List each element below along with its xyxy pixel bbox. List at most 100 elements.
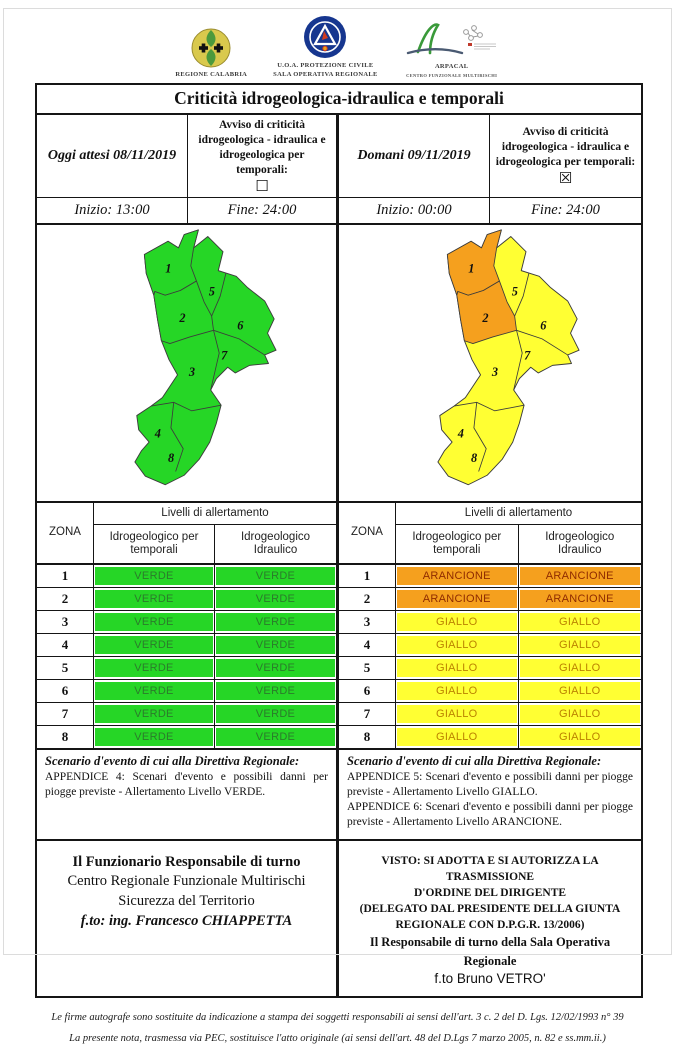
level-cell-idraulico: ARANCIONE	[519, 565, 642, 587]
avviso-row: Oggi attesi 08/11/2019 Avviso di critici…	[37, 115, 641, 198]
level-badge: GIALLO	[397, 681, 517, 700]
scenario-heading: Scenario d'evento di cui alla Direttiva …	[45, 753, 300, 768]
level-cell-temporali: ARANCIONE	[396, 564, 519, 587]
level-cell-temporali: GIALLO	[396, 610, 519, 633]
level-cell-temporali: GIALLO	[396, 725, 519, 748]
table-row: 8 VERDE VERDE	[37, 725, 336, 748]
today-fine: Fine: 24:00	[188, 197, 339, 223]
today-avviso-checkbox[interactable]: ☐	[255, 176, 269, 195]
level-cell-temporali: ARANCIONE	[396, 587, 519, 610]
signature-name: f.to: ing. Francesco CHIAPPETTA	[80, 913, 293, 930]
level-badge: VERDE	[95, 681, 213, 700]
table-row: 1 VERDE VERDE	[37, 564, 336, 588]
scenario-text: APPENDICE 6: Scenari d'evento e possibil…	[347, 800, 633, 828]
level-cell-idraulico: GIALLO	[519, 611, 642, 633]
level-cell-idraulico: VERDE	[215, 680, 336, 702]
level-badge: VERDE	[216, 589, 335, 608]
level-cell-idraulico: GIALLO	[519, 726, 642, 748]
visto-text: D'ORDINE DEL DIRIGENTE	[413, 886, 567, 899]
level-cell-idraulico: ARANCIONE	[519, 588, 642, 610]
level-badge: GIALLO	[519, 704, 640, 723]
svg-text:3: 3	[187, 365, 194, 379]
level-cell-temporali: VERDE	[94, 587, 215, 610]
tomorrow-scenario: Scenario d'evento di cui alla Direttiva …	[339, 750, 641, 839]
today-inizio: Inizio: 13:00	[37, 197, 188, 223]
table-row: 3 GIALLO GIALLO	[339, 610, 642, 634]
level-cell-temporali: GIALLO	[396, 702, 519, 725]
level-badge: ARANCIONE	[397, 566, 517, 585]
signature-office: Sicurezza del Territorio	[118, 892, 255, 909]
level-badge: GIALLO	[519, 681, 640, 700]
scenario-heading: Scenario d'evento di cui alla Direttiva …	[347, 753, 602, 768]
livelli-header: Livelli di allertamento	[94, 503, 336, 525]
zone-number-cell: 6	[339, 679, 396, 702]
svg-text:8: 8	[471, 451, 477, 465]
svg-text:7: 7	[221, 348, 228, 362]
table-header: ZONA Livelli di allertamento Idrogeologi…	[339, 502, 641, 565]
legal-footer: Le firme autografe sono sostituite da in…	[0, 1007, 675, 1049]
zone-number-cell: 1	[339, 564, 396, 587]
table-row: 7 VERDE VERDE	[37, 702, 336, 726]
today-date-label: Oggi attesi 08/11/2019	[37, 115, 188, 197]
logo-caption: U.O.A. PROTEZIONE CIVILE SALA OPERATIVA …	[273, 62, 378, 78]
zone-number-cell: 3	[37, 610, 94, 633]
table-row: 7 GIALLO GIALLO	[339, 702, 642, 726]
right-signature-block: VISTO: SI ADOTTA E SI AUTORIZZA LA TRASM…	[339, 841, 641, 997]
level-badge: VERDE	[95, 612, 213, 631]
logo-protezione-civile: U.O.A. PROTEZIONE CIVILE SALA OPERATIVA …	[273, 14, 377, 79]
table-row: 4 GIALLO GIALLO	[339, 633, 642, 657]
level-cell-temporali: GIALLO	[396, 656, 519, 679]
table-body: 1 ARANCIONE ARANCIONE 2 ARANCIONE ARANCI…	[339, 564, 642, 748]
table-row: 1 ARANCIONE ARANCIONE	[339, 564, 642, 588]
level-cell-idraulico: VERDE	[215, 703, 336, 725]
scenario-text: APPENDICE 5: Scenari d'evento e possibil…	[347, 770, 633, 798]
zone-number-cell: 2	[37, 587, 94, 610]
signature-name: f.to Bruno VETRO'	[434, 971, 546, 987]
level-badge: GIALLO	[519, 635, 640, 654]
svg-text:4: 4	[153, 426, 160, 440]
zone-number-cell: 5	[339, 656, 396, 679]
table-row: 6 GIALLO GIALLO	[339, 679, 641, 703]
svg-text:8: 8	[168, 451, 174, 465]
zone-number-cell: 7	[339, 702, 396, 725]
zone-number-cell: 4	[37, 633, 94, 656]
level-cell-temporali: VERDE	[94, 656, 215, 679]
zona-header: ZONA	[339, 502, 396, 563]
visto-text: REGIONALE CON D.P.G.R. 13/2006)	[395, 918, 585, 931]
level-badge: GIALLO	[397, 658, 517, 677]
logo-arpacal: ARPACAL CENTRO FUNZIONALE MULTIRISCHI	[404, 21, 500, 79]
level-badge: GIALLO	[397, 727, 517, 746]
tomorrow-avviso-label: Avviso di criticità idrogeologica - idra…	[495, 126, 636, 169]
level-cell-idraulico: VERDE	[215, 611, 336, 633]
level-badge: VERDE	[216, 704, 335, 723]
table-body: 1 VERDE VERDE 2 VERDE VERDE 3 VERDE VERD…	[37, 564, 336, 748]
today-avviso-label: Avviso di criticità idrogeologica - idra…	[198, 119, 326, 176]
level-badge: GIALLO	[519, 658, 640, 677]
left-signature-block: Il Funzionario Responsabile di turno Cen…	[37, 840, 339, 997]
tomorrow-avviso-checkbox[interactable]: ☒	[558, 169, 573, 188]
map-zone-numbers: 1 2 3 4 5 6 7 8	[457, 261, 547, 464]
signatures-row: Il Funzionario Responsabile di turno Cen…	[37, 840, 641, 997]
level-cell-idraulico: VERDE	[215, 657, 336, 679]
visto-text: (DELEGATO DAL PRESIDENTE DELLA GIUNTA	[359, 902, 621, 915]
page-title: Criticità idrogeologica-idraulica e temp…	[37, 85, 641, 115]
scenario-row: Scenario d'evento di cui alla Direttiva …	[37, 749, 641, 841]
table-header: ZONA Livelli di allertamento Idrogeologi…	[37, 502, 336, 565]
protezione-civile-icon	[304, 16, 347, 59]
level-cell-temporali: VERDE	[94, 679, 215, 702]
svg-text:1: 1	[165, 261, 171, 275]
calabria-map-svg: 1 2 3 4 5 6 7 8	[437, 229, 580, 485]
zone-number-cell: 1	[37, 564, 94, 587]
logo-caption: ARPACAL	[434, 62, 469, 70]
level-cell-idraulico: VERDE	[215, 726, 336, 748]
level-cell-idraulico: GIALLO	[519, 703, 642, 725]
logo-caption: REGIONE CALABRIA	[175, 70, 248, 78]
svg-text:5: 5	[512, 284, 518, 298]
svg-text:1: 1	[468, 261, 474, 275]
signature-role: Il Responsabile di turno della Sala Oper…	[369, 934, 611, 968]
tomorrow-alert-table: ZONA Livelli di allertamento Idrogeologi…	[339, 502, 642, 748]
level-badge: VERDE	[95, 727, 213, 746]
level-cell-idraulico: GIALLO	[519, 634, 642, 656]
level-cell-temporali: GIALLO	[396, 633, 519, 656]
level-badge: VERDE	[216, 612, 335, 631]
